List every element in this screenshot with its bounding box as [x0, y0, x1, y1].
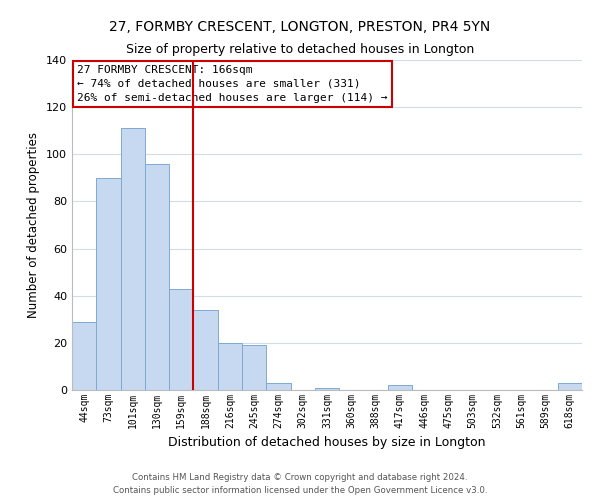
- Bar: [145, 164, 169, 390]
- Bar: [218, 343, 242, 390]
- Bar: [193, 310, 218, 390]
- Y-axis label: Number of detached properties: Number of detached properties: [28, 132, 40, 318]
- Bar: [558, 383, 582, 390]
- Bar: [169, 288, 193, 390]
- Text: Size of property relative to detached houses in Longton: Size of property relative to detached ho…: [126, 42, 474, 56]
- Bar: [266, 383, 290, 390]
- Text: Contains HM Land Registry data © Crown copyright and database right 2024.
Contai: Contains HM Land Registry data © Crown c…: [113, 473, 487, 495]
- X-axis label: Distribution of detached houses by size in Longton: Distribution of detached houses by size …: [168, 436, 486, 450]
- Bar: [315, 388, 339, 390]
- Bar: [72, 322, 96, 390]
- Text: 27 FORMBY CRESCENT: 166sqm
← 74% of detached houses are smaller (331)
26% of sem: 27 FORMBY CRESCENT: 166sqm ← 74% of deta…: [77, 65, 388, 103]
- Bar: [388, 386, 412, 390]
- Bar: [121, 128, 145, 390]
- Bar: [242, 345, 266, 390]
- Text: 27, FORMBY CRESCENT, LONGTON, PRESTON, PR4 5YN: 27, FORMBY CRESCENT, LONGTON, PRESTON, P…: [109, 20, 491, 34]
- Bar: [96, 178, 121, 390]
